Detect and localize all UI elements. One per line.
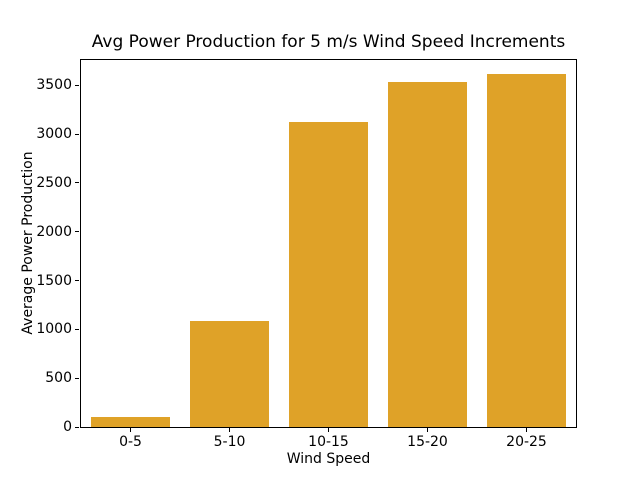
x-tick-label: 10-15 <box>308 434 349 450</box>
x-tick-label: 20-25 <box>506 434 547 450</box>
y-tick-label: 1000 <box>36 321 72 338</box>
y-tick-mark <box>75 182 79 184</box>
bar-15-20 <box>387 82 468 427</box>
y-tick-label: 2000 <box>36 223 72 240</box>
y-tick-mark <box>75 133 79 135</box>
y-tick-mark <box>75 280 79 282</box>
x-tick-mark <box>526 428 527 432</box>
x-tick-label: 0-5 <box>119 434 142 450</box>
y-tick-label: 500 <box>45 370 72 387</box>
y-tick-mark <box>75 377 79 379</box>
x-tick-label: 15-20 <box>407 434 448 450</box>
x-tick-mark <box>427 428 428 432</box>
y-tick-label: 2500 <box>36 174 72 191</box>
y-tick-mark <box>75 328 79 330</box>
bar-10-15 <box>288 121 369 427</box>
plot-area <box>80 59 577 428</box>
y-tick-mark <box>75 426 79 428</box>
y-tick-label: 3000 <box>36 126 72 143</box>
bar-5-10 <box>189 320 270 427</box>
bar-0-5 <box>90 417 171 427</box>
chart-title: Avg Power Production for 5 m/s Wind Spee… <box>91 32 566 52</box>
y-tick-mark <box>75 84 79 86</box>
y-tick-label: 1500 <box>36 272 72 289</box>
y-tick-label: 3500 <box>36 77 72 94</box>
x-axis-label: Wind Speed <box>286 451 371 467</box>
x-tick-mark <box>229 428 230 432</box>
x-tick-mark <box>130 428 131 432</box>
y-axis-label: Average Power Production <box>20 151 36 335</box>
y-tick-mark <box>75 231 79 233</box>
y-tick-label: 0 <box>63 419 72 435</box>
bar-20-25 <box>486 73 567 427</box>
x-tick-mark <box>328 428 329 432</box>
x-tick-label: 5-10 <box>213 434 246 450</box>
